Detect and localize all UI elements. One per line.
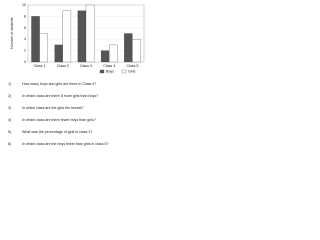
question-number: 5): [8, 130, 11, 134]
question-text: In which class are there fewer boys than…: [22, 118, 96, 122]
legend-label: Boys: [106, 69, 114, 73]
x-tick-label: Class 5: [126, 64, 138, 68]
question-number: 1): [8, 82, 11, 86]
bar: [39, 33, 48, 63]
y-tick-label: 6: [24, 26, 26, 30]
y-tick-label: 2: [24, 49, 26, 53]
y-tick-label: 8: [24, 14, 26, 18]
bar: [109, 44, 118, 63]
worksheet: Number of students 0 2 4 6 8 10 Class 1 Class 2…: [0, 0, 150, 150]
bar: [31, 16, 40, 63]
question-text: In which class are the girls the fewest?: [22, 106, 84, 110]
bar: [124, 33, 133, 63]
bar: [85, 4, 95, 63]
x-tick-label: Class 4: [103, 64, 115, 68]
question-text: What was the percentage of girls in clas…: [22, 130, 92, 134]
bar: [54, 44, 63, 63]
bar: [77, 10, 87, 63]
legend-swatch: [121, 69, 127, 74]
question-number: 4): [8, 118, 11, 122]
y-axis-label: Number of students: [10, 17, 14, 49]
x-tick-label: Class 3: [80, 64, 92, 68]
question-number: 3): [8, 106, 11, 110]
bar: [132, 39, 141, 63]
question-number: 6): [8, 142, 11, 146]
y-tick-label: 0: [24, 60, 26, 64]
y-tick-label: 4: [24, 37, 26, 41]
bar: [100, 50, 110, 63]
question-number: 2): [8, 94, 11, 98]
question-text: How many boys and girls are there in Cla…: [22, 82, 96, 86]
question-text: In which class are the boys fewer than g…: [22, 142, 109, 146]
bar: [62, 10, 72, 63]
legend-swatch: [99, 69, 105, 74]
x-tick-label: Class 2: [57, 64, 69, 68]
y-tick-label: 10: [22, 3, 26, 7]
x-tick-label: Class 1: [34, 64, 46, 68]
question-text: In which class are there 8 more girls th…: [22, 94, 98, 98]
legend-label: Girls: [128, 69, 136, 73]
